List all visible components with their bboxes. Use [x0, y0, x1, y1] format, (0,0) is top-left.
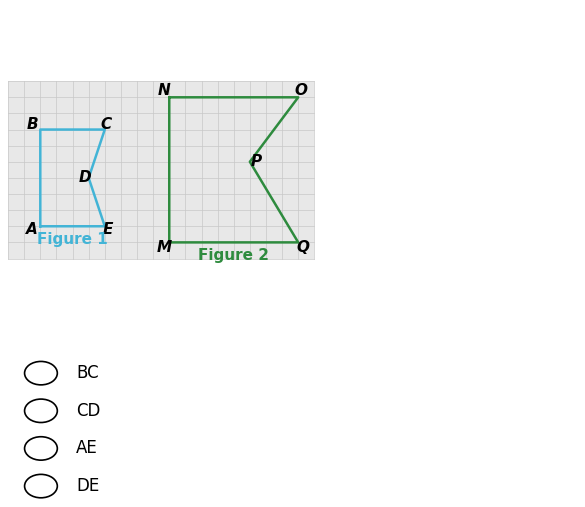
Text: D: D [79, 170, 92, 186]
Text: Figure 2: Figure 2 [198, 248, 269, 263]
Text: P: P [251, 154, 262, 169]
Text: A: A [26, 222, 38, 237]
Text: O: O [295, 83, 308, 98]
Text: N: N [158, 83, 171, 98]
Text: B: B [26, 117, 38, 132]
Text: DE: DE [76, 477, 99, 495]
Bar [8, 81, 314, 259]
Text: M: M [157, 240, 172, 255]
Text: C: C [101, 117, 112, 132]
Text: BC: BC [76, 364, 99, 382]
Text: Figure 1: Figure 1 [37, 232, 108, 247]
Text: Q: Q [297, 240, 309, 255]
Text: E: E [103, 222, 113, 237]
Text: CD: CD [76, 402, 101, 420]
Text: AE: AE [76, 440, 98, 457]
